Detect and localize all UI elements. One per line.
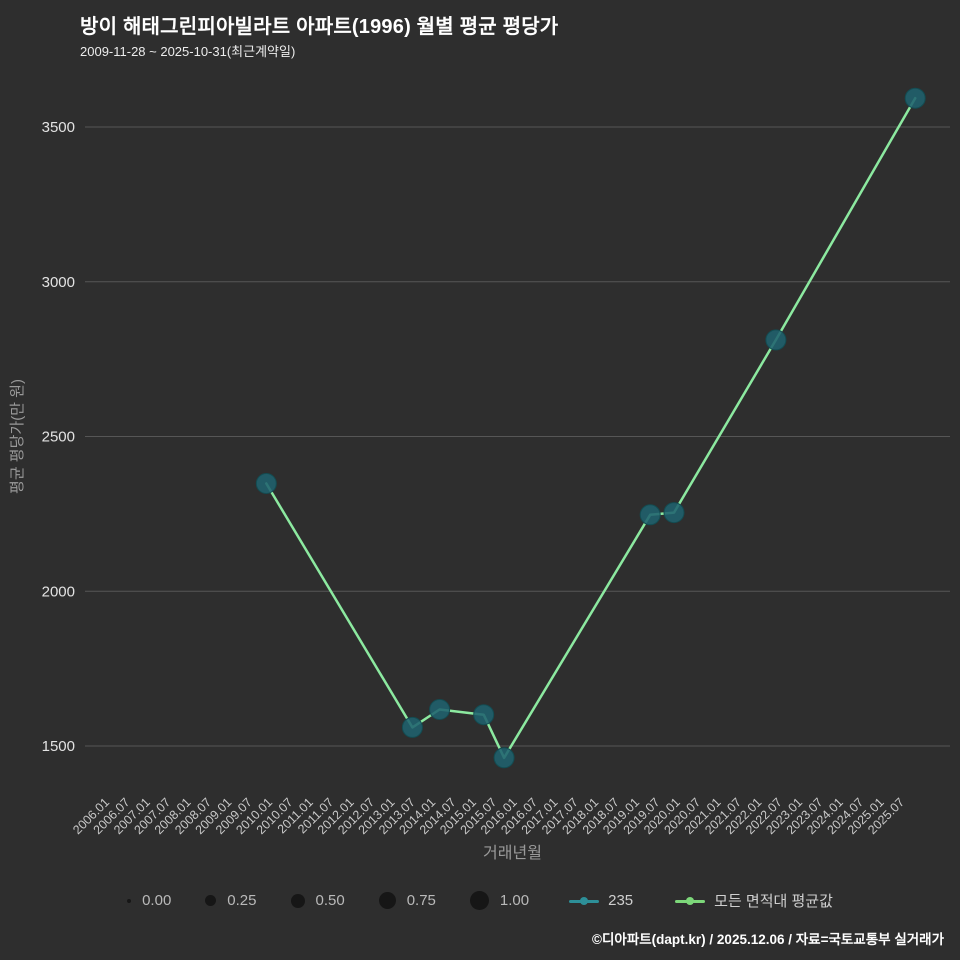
size-legend-label: 0.75 (406, 892, 436, 909)
chart-legend: 0.00 0.25 0.50 0.75 1.00 235 모든 면적대 평균값 (0, 890, 960, 911)
y-tick-label: 2500 (42, 429, 75, 446)
data-point[interactable] (255, 473, 277, 494)
average-line (265, 96, 917, 760)
size-legend-item: 0.25 (205, 892, 257, 909)
size-legend-item: 0.00 (127, 892, 171, 909)
series-legend: 235 모든 면적대 평균값 (569, 890, 833, 911)
series-marker-icon (569, 895, 600, 907)
price-trend-chart: 150020002500300035002006.012006.072007.0… (9, 87, 950, 862)
data-point[interactable] (401, 716, 423, 738)
data-point[interactable] (493, 747, 515, 769)
size-dot-icon (127, 898, 132, 903)
series-legend-item[interactable]: 235 (569, 892, 633, 909)
size-legend-label: 0.50 (315, 892, 345, 909)
data-point[interactable] (429, 699, 451, 720)
series-legend-label: 모든 면적대 평균값 (714, 893, 833, 910)
size-legend-label: 1.00 (499, 892, 530, 909)
size-dot-icon (378, 892, 396, 909)
data-point[interactable] (765, 329, 787, 351)
x-axis-title: 거래년월 (483, 844, 542, 862)
series-marker-icon (675, 895, 706, 907)
y-tick-label: 3000 (42, 274, 75, 291)
size-dot-icon (205, 895, 217, 906)
y-tick-label: 2000 (42, 583, 75, 600)
size-legend-label: 0.00 (142, 892, 172, 909)
data-point[interactable] (904, 87, 926, 109)
copyright-footer: ©디아파트(dapt.kr) / 2025.12.06 / 자료=국토교통부 실… (592, 932, 944, 947)
data-point[interactable] (639, 504, 661, 526)
series-legend-item[interactable]: 모든 면적대 평균값 (675, 890, 833, 911)
y-tick-label: 1500 (42, 738, 75, 755)
series-legend-label: 235 (608, 892, 634, 909)
size-legend-item: 0.75 (378, 892, 436, 909)
y-tick-label: 3500 (42, 119, 75, 136)
data-point[interactable] (473, 704, 495, 726)
page-title: 방이 해태그린피아빌라트 아파트(1996) 월별 평균 평당가 (80, 16, 559, 38)
date-range-subtitle: 2009-11-28 ~ 2025-10-31(최근계약일) (80, 44, 296, 59)
size-legend-item: 0.50 (290, 892, 345, 909)
size-legend-label: 0.25 (227, 892, 257, 909)
size-legend: 0.00 0.25 0.50 0.75 1.00 (127, 891, 529, 910)
size-legend-item: 1.00 (469, 891, 530, 910)
size-dot-icon (469, 891, 489, 910)
y-axis-title: 평균 평당가(만 원) (9, 379, 26, 494)
data-point[interactable] (663, 502, 685, 524)
size-dot-icon (290, 893, 305, 908)
